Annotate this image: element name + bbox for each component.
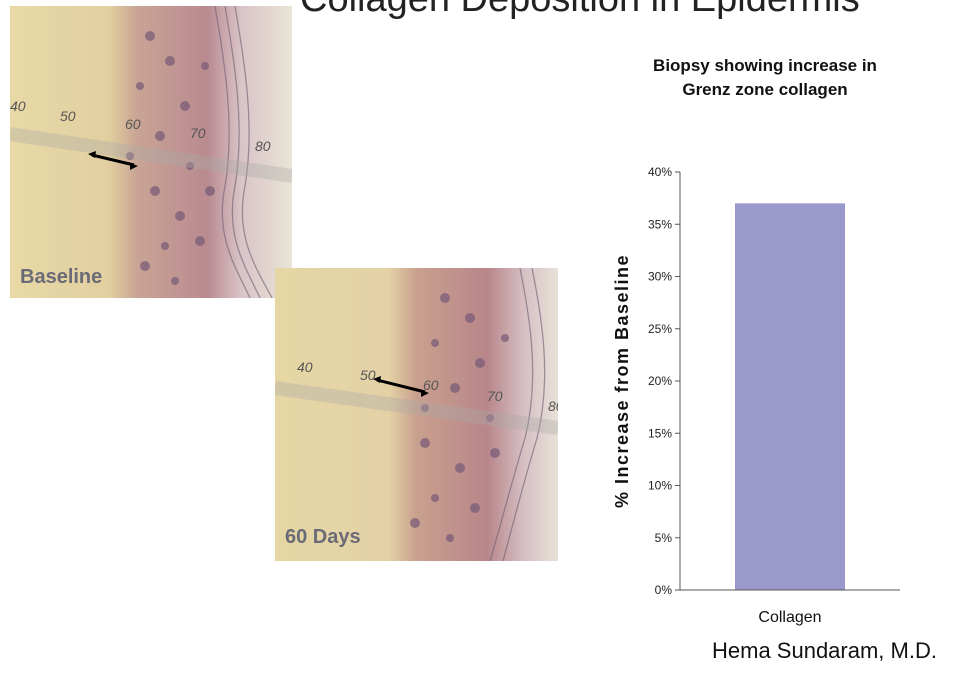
- y-tick-label: 15%: [648, 426, 672, 440]
- baseline-label: Baseline: [20, 266, 103, 288]
- chart-title: Biopsy showing increase in Grenz zone co…: [600, 54, 930, 102]
- sixty-days-scale-80: 80: [548, 398, 558, 414]
- sixty-days-photo: 40 50 60 70 80 60 Days: [275, 268, 558, 561]
- y-tick-label: 20%: [648, 374, 672, 388]
- baseline-histology-image: 40 50 60 70 80: [10, 6, 292, 298]
- sixty-days-histology-image: 40 50 60 70 80: [275, 268, 558, 561]
- sixty-days-scale-60: 60: [423, 377, 439, 393]
- bar-chart: 0% 5% 10% 15% 20% 25% 30% 35% 40% Collagen % Inc…: [612, 165, 900, 626]
- y-tick-label: 25%: [648, 322, 672, 336]
- chart-title-line-1: Biopsy showing increase in: [653, 56, 877, 75]
- sixty-days-scale-70: 70: [487, 388, 503, 404]
- baseline-scale-70: 70: [190, 125, 206, 141]
- sixty-days-label: 60 Days: [285, 526, 361, 548]
- author-credit: Hema Sundaram, M.D.: [712, 638, 937, 663]
- baseline-scale-50: 50: [60, 108, 76, 124]
- baseline-measurement-arrow: [88, 151, 138, 170]
- sixty-days-scale-40: 40: [297, 359, 313, 375]
- x-tick-label: Collagen: [758, 609, 821, 626]
- y-tick-label: 0%: [655, 583, 673, 597]
- bar-collagen: [735, 203, 845, 590]
- sixty-days-scale-50: 50: [360, 367, 376, 383]
- baseline-photo: 40 50 60 70 80 Baseline: [10, 6, 292, 298]
- y-tick-label: 35%: [648, 217, 672, 231]
- sixty-days-measurement-arrow: [373, 376, 429, 397]
- baseline-scale-40: 40: [10, 98, 26, 114]
- y-tick-label: 10%: [648, 479, 672, 493]
- y-axis-label: % Increase from Baseline: [612, 254, 632, 508]
- y-tick-label: 30%: [648, 270, 672, 284]
- baseline-scale-60: 60: [125, 116, 141, 132]
- y-tick-label: 40%: [648, 165, 672, 179]
- chart-title-line-2: Grenz zone collagen: [682, 80, 848, 99]
- slide-title: Collagen Deposition in Epidermis: [300, 0, 973, 21]
- baseline-scale-80: 80: [255, 138, 271, 154]
- y-tick-label: 5%: [655, 531, 673, 545]
